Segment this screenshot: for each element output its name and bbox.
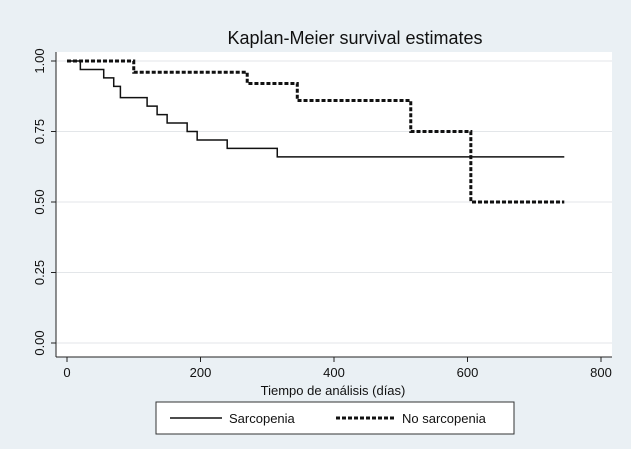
x-tick-label: 200 (190, 365, 212, 380)
legend-label-no-sarcopenia: No sarcopenia (402, 411, 487, 426)
chart-title: Kaplan-Meier survival estimates (227, 28, 482, 48)
x-tick-label: 600 (457, 365, 479, 380)
x-tick-label: 400 (323, 365, 345, 380)
survival-curves (67, 59, 565, 204)
y-tick-label: 0.50 (32, 189, 47, 214)
legend: Sarcopenia No sarcopenia (155, 401, 515, 435)
y-tick-label: 0.25 (32, 260, 47, 285)
plot-area (56, 52, 612, 357)
x-axis-label: Tiempo de análisis (días) (261, 383, 406, 398)
x-tick-label: 0 (63, 365, 70, 380)
y-tick-label: 1.00 (32, 48, 47, 73)
series-line-no-sarcopenia (67, 59, 565, 204)
y-tick-label: 0.00 (32, 330, 47, 355)
x-tick-label: 800 (590, 365, 612, 380)
legend-label-sarcopenia: Sarcopenia (229, 411, 296, 426)
ticks: 0.00 0.25 0.50 0.75 1.00 0 200 400 600 800 (32, 48, 612, 380)
gridlines (56, 60, 612, 344)
series-line-sarcopenia (67, 60, 565, 158)
y-tick-label: 0.75 (32, 119, 47, 144)
